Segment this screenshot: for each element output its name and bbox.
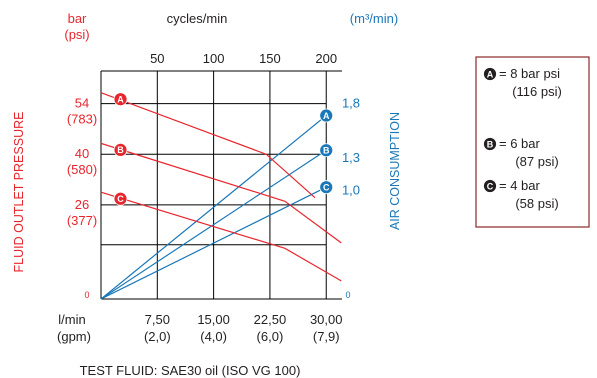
top-tick-label: 150 <box>259 51 281 66</box>
pressure-tick-label-bar: 54 <box>75 96 89 111</box>
legend-marker-c: C <box>483 179 497 193</box>
x-tick-label-lmin: 15,00 <box>197 312 230 327</box>
x-tick-label-gpm: (4,0) <box>200 329 227 344</box>
pressure-line-b <box>100 142 342 244</box>
series-markers: A B C A B C <box>113 92 334 206</box>
top-tick-label: 200 <box>315 51 337 66</box>
svg-text:C: C <box>117 194 124 204</box>
legend-marker-b: B <box>483 137 497 151</box>
svg-text:B: B <box>487 139 494 149</box>
legend-label: = 4 bar <box>499 178 541 193</box>
x-tick-label-lmin: 30,00 <box>310 312 343 327</box>
legend: A = 8 bar psi (116 psi) B = 6 bar (87 psi) C = … <box>483 66 562 211</box>
top-tick-label: 50 <box>150 51 164 66</box>
pressure-tick-label-bar: 40 <box>75 146 89 161</box>
svg-text:C: C <box>487 181 494 191</box>
pressure-tick-label-zero: 0 <box>84 290 89 300</box>
pressure-marker-a: A <box>113 92 128 107</box>
right-unit-label: (m³/min) <box>350 11 398 26</box>
footer-test-fluid: TEST FLUID: SAE30 oil (ISO VG 100) <box>80 363 301 378</box>
legend-label: = 6 bar <box>499 136 541 151</box>
svg-text:A: A <box>487 69 494 79</box>
legend-label: = 8 bar psi <box>499 66 560 81</box>
x-tick-label-gpm: (7,9) <box>313 329 340 344</box>
x-tick-label-lmin: 7,50 <box>145 312 170 327</box>
left-unit-psi: (psi) <box>64 27 89 42</box>
axis-ticks: 50 100 150 200 7,50 (2,0) 15,00 (4,0) 22,50 (6,0)… <box>67 51 360 344</box>
pressure-line-c <box>100 191 342 282</box>
right-axis-title: AIR CONSUMPTION <box>388 112 402 230</box>
air-tick-label: 1,3 <box>342 150 360 165</box>
svg-text:C: C <box>323 182 330 192</box>
grid <box>100 70 342 300</box>
legend-sublabel: (116 psi) <box>512 84 562 99</box>
air-marker-b: B <box>319 143 334 158</box>
x-tick-label-lmin: 22,50 <box>254 312 287 327</box>
svg-text:B: B <box>323 146 330 156</box>
pressure-tick-label-psi: (783) <box>67 112 97 127</box>
svg-text:A: A <box>323 111 330 121</box>
pressure-tick-label-psi: (377) <box>67 213 97 228</box>
legend-sublabel: (58 psi) <box>515 196 558 211</box>
pressure-tick-label-psi: (580) <box>67 162 97 177</box>
top-tick-label: 100 <box>203 51 225 66</box>
air-tick-label: 1,8 <box>342 96 360 111</box>
pressure-marker-c: C <box>113 191 128 206</box>
bottom-unit-gpm: (gpm) <box>57 329 91 344</box>
svg-text:B: B <box>117 145 124 155</box>
legend-marker-a: A <box>483 67 497 81</box>
legend-sublabel: (87 psi) <box>515 154 558 169</box>
pressure-tick-label-bar: 26 <box>75 197 89 212</box>
air-line-a <box>100 115 327 300</box>
pressure-lines <box>100 92 342 282</box>
air-marker-a: A <box>319 108 334 123</box>
x-tick-label-gpm: (2,0) <box>144 329 171 344</box>
svg-text:A: A <box>117 95 124 105</box>
air-line-c <box>100 186 327 300</box>
top-unit-label: cycles/min <box>167 11 228 26</box>
air-tick-label: 1,0 <box>342 182 360 197</box>
x-tick-label-gpm: (6,0) <box>257 329 284 344</box>
pressure-line-a <box>100 92 316 199</box>
air-tick-label-zero: 0 <box>345 290 350 300</box>
left-unit-bar: bar <box>68 11 87 26</box>
pressure-marker-b: B <box>113 142 128 157</box>
bottom-unit-lmin: l/min <box>58 312 85 327</box>
air-marker-c: C <box>319 180 334 195</box>
left-axis-title: FLUID OUTLET PRESSURE <box>12 112 26 273</box>
